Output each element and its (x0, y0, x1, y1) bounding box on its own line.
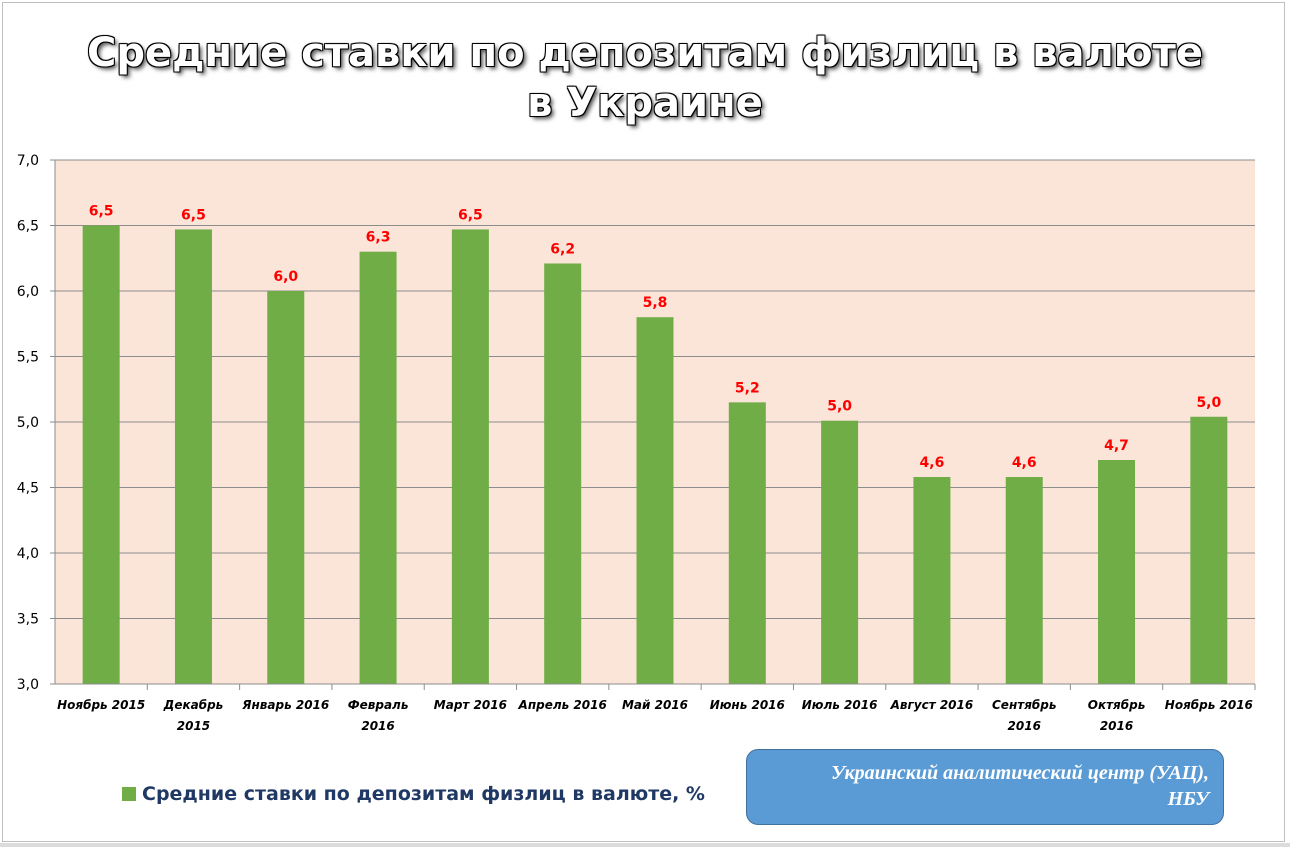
x-tick-label: Декабрь (163, 698, 224, 712)
title-line-1: Средние ставки по депозитам физлиц в вал… (87, 30, 1203, 76)
legend: Средние ставки по депозитам физлиц в вал… (122, 783, 705, 805)
bar (267, 291, 305, 684)
x-tick-label: Август 2016 (890, 698, 974, 712)
y-tick-label: 4,0 (17, 546, 39, 562)
x-tick-label: Апрель 2016 (518, 698, 607, 712)
data-label: 6,3 (366, 230, 391, 246)
bar (1190, 416, 1228, 684)
source-box: Украинский аналитический центр (УАЦ), НБ… (746, 749, 1224, 825)
source-line-1: Украинский аналитический центр (УАЦ), (831, 762, 1209, 784)
data-label: 6,0 (273, 269, 298, 285)
data-label: 4,6 (1012, 455, 1037, 471)
legend-label: Средние ставки по депозитам физлиц в вал… (142, 783, 705, 805)
x-tick-label: Ноябрь 2016 (1165, 698, 1253, 712)
data-label: 5,0 (1196, 395, 1221, 411)
y-tick-label: 6,0 (17, 284, 39, 300)
bar (451, 229, 489, 684)
x-tick-label: Ноябрь 2015 (57, 698, 145, 712)
y-tick-label: 6,5 (17, 219, 39, 235)
data-label: 6,5 (89, 204, 114, 220)
x-tick-label: 2016 (1008, 719, 1041, 733)
x-tick-label: Июль 2016 (802, 698, 878, 712)
data-label: 5,0 (827, 399, 852, 415)
bar (913, 477, 951, 684)
x-tick-label: Март 2016 (434, 698, 507, 712)
x-tick-label: 2016 (1100, 719, 1133, 733)
title-line-2: в Украине (527, 80, 763, 126)
y-tick-label: 3,5 (17, 612, 39, 628)
x-tick-label: Январь 2016 (241, 698, 329, 712)
bar (544, 263, 582, 684)
y-tick-label: 3,0 (17, 677, 39, 693)
y-tick-label: 5,5 (17, 350, 39, 366)
bar (1005, 477, 1043, 684)
x-tick-label: Февраль (348, 698, 409, 712)
data-label: 6,5 (181, 207, 206, 223)
x-tick-label: 2015 (177, 719, 210, 733)
data-label: 4,6 (920, 455, 945, 471)
chart-title: Средние ставки по депозитам физлиц в вал… (0, 28, 1290, 128)
source-line-2: НБУ (1167, 788, 1209, 810)
data-label: 5,8 (643, 295, 668, 311)
x-tick-label: Июнь 2016 (710, 698, 785, 712)
x-tick-label: Май 2016 (622, 698, 688, 712)
legend-swatch (122, 787, 136, 801)
x-tick-label: Сентябрь (992, 698, 1056, 712)
bar (1098, 459, 1136, 684)
y-tick-label: 4,5 (17, 481, 39, 497)
x-tick-label: 2016 (361, 719, 394, 733)
bar (728, 402, 766, 684)
bar (359, 251, 397, 684)
data-label: 6,2 (550, 241, 575, 257)
y-tick-label: 7,0 (17, 153, 39, 169)
data-label: 6,5 (458, 207, 483, 223)
data-label: 4,7 (1104, 438, 1129, 454)
bar (821, 420, 859, 684)
x-tick-label: Октябрь (1088, 698, 1146, 712)
data-label: 5,2 (735, 380, 760, 396)
bar (174, 229, 212, 684)
bar (636, 317, 674, 684)
sheet-tabs-strip (0, 843, 1290, 847)
bar (82, 225, 120, 684)
y-tick-label: 5,0 (17, 415, 39, 431)
